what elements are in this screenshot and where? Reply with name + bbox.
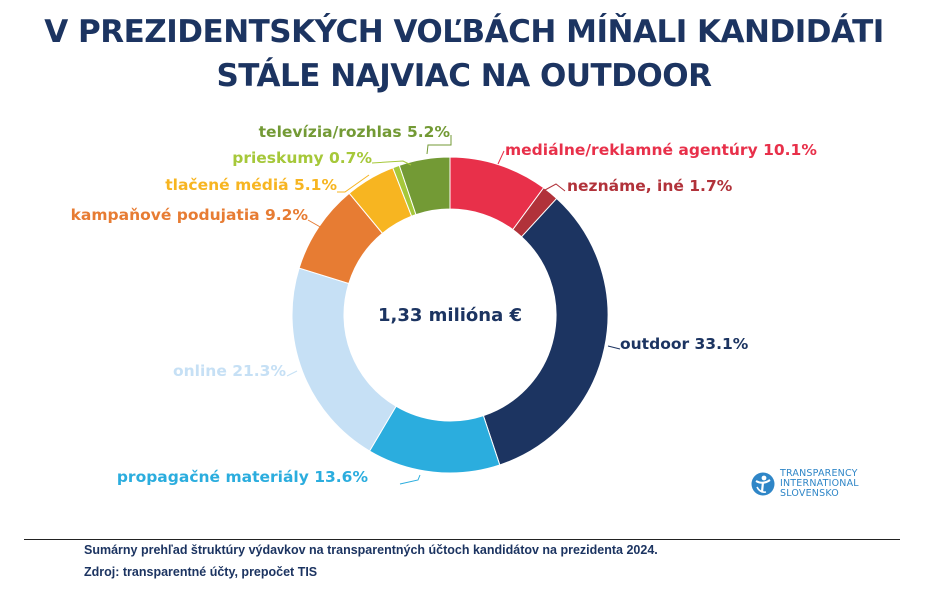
chart-title-line-1: V PREZIDENTSKÝCH VOĽBÁCH MÍŇALI KANDIDÁT… bbox=[44, 14, 884, 50]
slice-online bbox=[291, 267, 397, 452]
data-label: mediálne/reklamné agentúry 10.1% bbox=[505, 141, 817, 159]
data-label: online 21.3% bbox=[173, 362, 286, 380]
leader-line bbox=[497, 150, 505, 165]
leader-line bbox=[337, 174, 370, 193]
data-label: televízia/rozhlas 5.2% bbox=[259, 123, 451, 141]
center-total-label: 1,33 milióna € bbox=[378, 305, 522, 326]
logo-line-3: SLOVENSKO bbox=[780, 488, 839, 499]
leader-line bbox=[307, 219, 323, 229]
leader-line bbox=[607, 345, 621, 350]
data-label: outdoor 33.1% bbox=[620, 335, 749, 353]
transparency-international-logo: TRANSPARENCY INTERNATIONAL SLOVENSKO bbox=[751, 469, 859, 499]
slice-telev-zia-rozhlas bbox=[398, 156, 451, 216]
footer-divider bbox=[24, 539, 900, 540]
data-label: neznáme, iné 1.7% bbox=[567, 177, 733, 195]
leader-line bbox=[371, 160, 412, 166]
leader-line bbox=[544, 183, 566, 192]
logo-line-2: INTERNATIONAL bbox=[780, 478, 859, 489]
logo-text: TRANSPARENCY INTERNATIONAL SLOVENSKO bbox=[780, 469, 859, 499]
ti-logo-icon bbox=[751, 472, 775, 496]
footer-source: Zdroj: transparentné účty, prepočet TIS bbox=[84, 565, 318, 579]
logo-line-1: TRANSPARENCY bbox=[780, 468, 858, 479]
slice-outdoor bbox=[482, 197, 609, 466]
data-label: tlačené médiá 5.1% bbox=[165, 176, 337, 194]
data-label: kampaňové podujatia 9.2% bbox=[71, 206, 309, 224]
data-label: prieskumy 0.7% bbox=[232, 149, 372, 167]
chart-title-line-2: STÁLE NAJVIAC NA OUTDOOR bbox=[216, 58, 712, 94]
footer-description: Sumárny prehľad štruktúry výdavkov na tr… bbox=[84, 543, 658, 557]
data-label: propagačné materiály 13.6% bbox=[117, 468, 369, 486]
leader-line bbox=[399, 474, 421, 485]
leader-line bbox=[286, 370, 298, 377]
leader-line bbox=[426, 135, 452, 155]
